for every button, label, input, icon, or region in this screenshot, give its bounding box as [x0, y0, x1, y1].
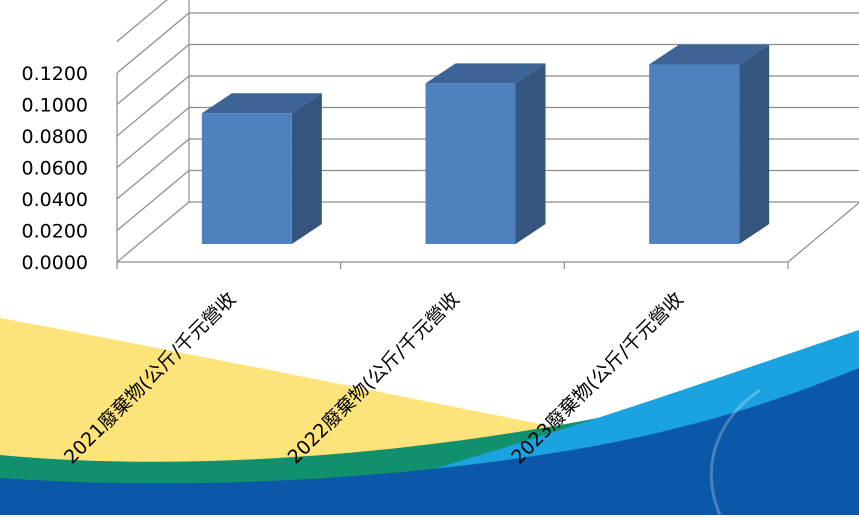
wave-blue: [0, 368, 859, 515]
bar-side-face: [739, 44, 770, 245]
wave-ornament: [709, 388, 761, 516]
y-tick-label: 0.0800: [22, 126, 88, 148]
gridline-side: [116, 170, 190, 231]
y-axis-tick-labels: 0.0000 0.0200 0.0400 0.0600 0.0800 0.1000 0.12…: [22, 63, 88, 274]
gridline-side: [116, 75, 190, 137]
bar-3: [649, 44, 770, 245]
gridline-side: [116, 0, 168, 42]
y-tick-label: 0.0400: [22, 189, 88, 211]
bar-top-face: [201, 93, 322, 114]
x-axis: [116, 261, 789, 269]
background-waves: [0, 318, 859, 516]
bar-front-face: [425, 83, 516, 244]
wave-cyan: [430, 330, 859, 485]
gridline-side: [116, 107, 190, 168]
y-tick-label: 0.0200: [22, 221, 88, 243]
y-tick-label: 0.1200: [22, 63, 88, 85]
y-tick-label: 0.0000: [22, 252, 88, 274]
bar-2: [425, 63, 546, 244]
y-tick-label: 0.1000: [22, 95, 88, 117]
gridline-side: [116, 138, 190, 200]
bar-top-face: [425, 63, 546, 84]
gridline-side: [116, 201, 190, 263]
gridline-side: [116, 12, 190, 74]
floor-edge-right: [787, 202, 859, 263]
bar-side-face: [291, 93, 322, 245]
bar-side-face: [515, 63, 546, 244]
y-tick-label: 0.0600: [22, 158, 88, 180]
bar-1: [201, 93, 322, 245]
bar-top-face: [649, 44, 770, 65]
chart-bars: [201, 44, 770, 245]
bar-front-face: [201, 113, 292, 245]
bar-front-face: [649, 64, 740, 244]
gridline-side: [116, 44, 190, 105]
